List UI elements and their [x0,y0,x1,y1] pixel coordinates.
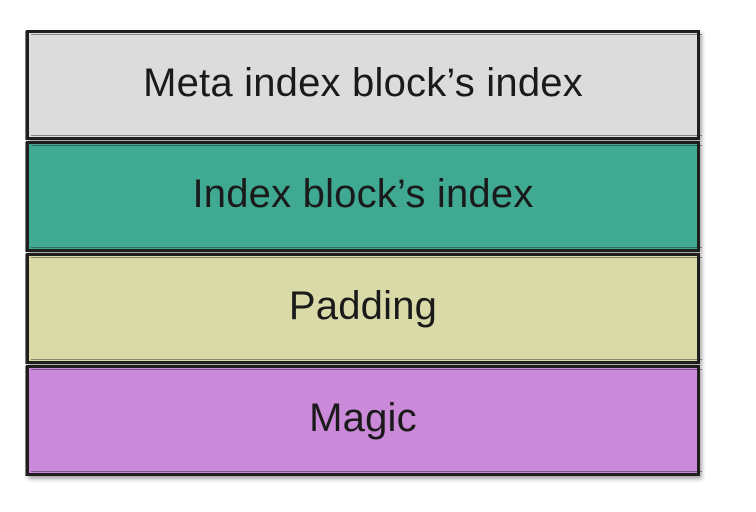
magic-label: Magic [309,396,417,440]
padding-block: Padding [25,253,702,364]
magic-block: Magic [25,365,702,476]
index-block-index-block: Index block’s index [25,141,702,252]
index-block-index-label: Index block’s index [192,172,534,216]
padding-label: Padding [288,284,438,328]
meta-index-block-index-block: Meta index block’s index [25,30,702,140]
meta-index-block-index-label: Meta index block’s index [143,60,583,105]
